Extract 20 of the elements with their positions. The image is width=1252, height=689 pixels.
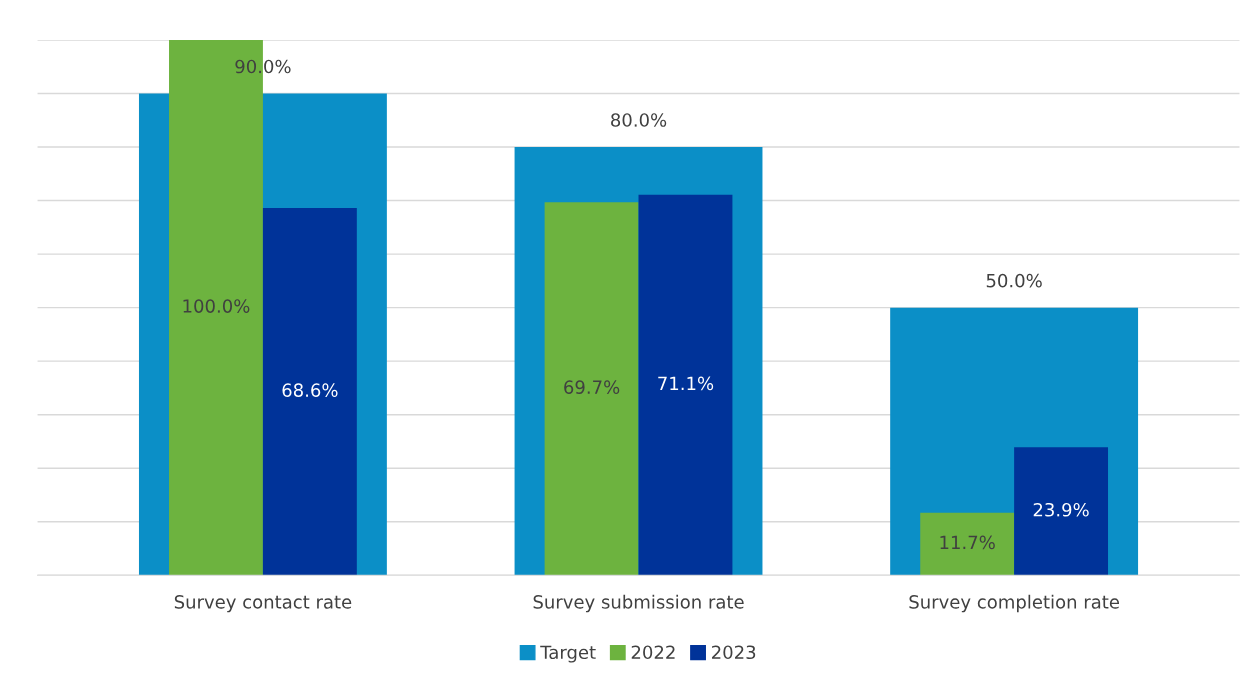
data-label: 71.1% [658, 376, 714, 391]
legend-label: 2022 [631, 645, 675, 660]
bar [262, 208, 357, 576]
x-tick-label: Survey submission rate [533, 594, 744, 613]
bar [1014, 447, 1109, 576]
legend-label: 2023 [712, 645, 756, 660]
bar [544, 202, 639, 576]
bar [920, 512, 1015, 576]
data-label: 69.7% [564, 380, 620, 394]
legend-label: Target [540, 645, 596, 663]
data-label: 50.0% [986, 273, 1042, 288]
data-label: 80.0% [611, 113, 667, 127]
data-label: 11.7% [940, 535, 995, 550]
data-label: 90.0% [235, 59, 291, 74]
data-label: 100.0% [183, 299, 250, 313]
x-tick-label: Survey completion rate [909, 594, 1119, 613]
data-label: 23.9% [1033, 502, 1089, 517]
x-tick-label: Survey contact rate [174, 595, 352, 613]
bar [638, 194, 733, 576]
data-label: 68.6% [282, 383, 338, 397]
